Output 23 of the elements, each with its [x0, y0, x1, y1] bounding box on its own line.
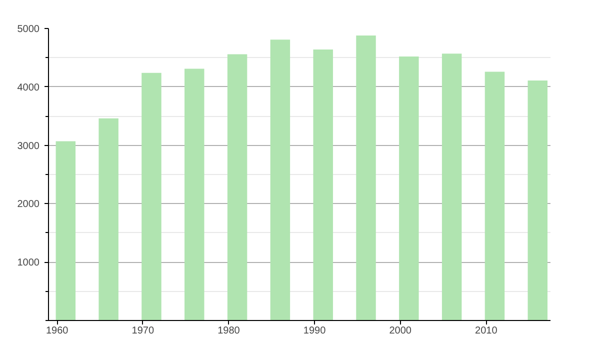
y-tick-label: 5000 [17, 24, 40, 35]
bar [313, 50, 333, 320]
x-tick-label: 1970 [132, 326, 154, 336]
bar [184, 68, 204, 320]
x-tick-label: 1990 [303, 326, 326, 336]
bar [528, 80, 548, 320]
bar [98, 118, 118, 320]
bar [270, 40, 290, 320]
x-tick-label: 2000 [389, 326, 412, 336]
y-tick-label: 4000 [17, 82, 40, 94]
bar [399, 56, 419, 320]
x-tick-label: 1960 [46, 326, 69, 336]
bar [142, 72, 162, 320]
x-tick-label: 2010 [475, 326, 498, 336]
bar [484, 72, 505, 320]
y-tick-label: 2000 [17, 199, 40, 210]
y-tick-label: 1000 [17, 258, 40, 269]
y-tick-label: 3000 [17, 140, 40, 152]
bar [56, 141, 76, 320]
bar [227, 54, 248, 320]
bar [356, 36, 376, 320]
x-tick-label: 1980 [218, 326, 240, 336]
bar [442, 54, 462, 320]
